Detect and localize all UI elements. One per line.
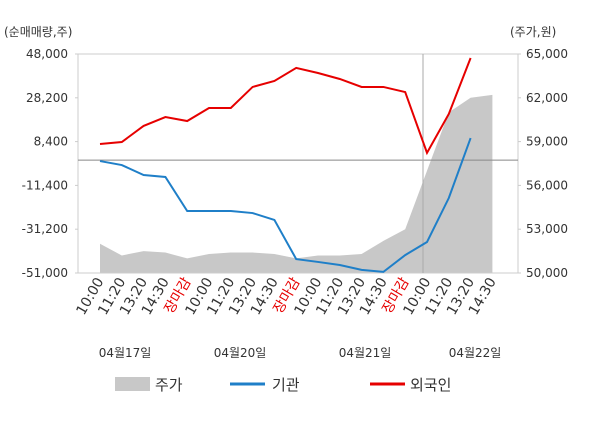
- date-label: 04월17일: [99, 346, 152, 360]
- y2-tick-label: 50,000: [526, 266, 568, 280]
- legend-label: 기관: [272, 376, 300, 394]
- y2-tick-label: 62,000: [526, 91, 568, 105]
- y-axis-title: (순매매량,주): [4, 25, 72, 39]
- y-tick-label: -31,200: [22, 222, 68, 236]
- y2-axis-title: (주가,원): [510, 25, 556, 39]
- plot-frame: [77, 53, 519, 274]
- y2-tick-label: 59,000: [526, 135, 568, 149]
- y2-tick-label: 56,000: [526, 178, 568, 192]
- legend-label: 외국인: [410, 376, 451, 394]
- y-tick-label: 8,400: [34, 135, 68, 149]
- date-label: 04월21일: [339, 346, 392, 360]
- series-line: [99, 137, 472, 273]
- legend-label: 주가: [155, 376, 183, 394]
- series-line: [99, 57, 472, 156]
- y-tick-label: 28,200: [26, 91, 68, 105]
- price-area: [100, 94, 493, 273]
- y-tick-label: 48,000: [26, 47, 68, 61]
- y-tick-label: -11,400: [22, 178, 68, 192]
- y2-tick-label: 65,000: [526, 47, 568, 61]
- legend-swatch: [115, 377, 150, 391]
- y2-tick-label: 53,000: [526, 222, 568, 236]
- date-label: 04월20일: [214, 346, 267, 360]
- date-label: 04월22일: [449, 346, 502, 360]
- y-tick-label: -51,000: [22, 266, 68, 280]
